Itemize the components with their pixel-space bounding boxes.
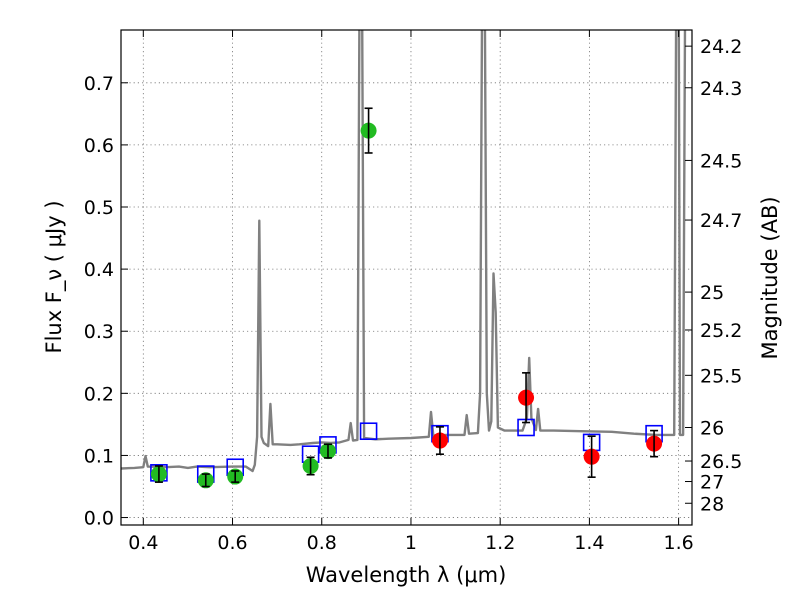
x-tick-label: 0.6	[217, 532, 247, 554]
x-axis-label: Wavelength λ (μm)	[306, 563, 507, 587]
y-tick-label: 0.4	[84, 259, 114, 281]
right-tick-label: 25.5	[700, 365, 742, 387]
x-tick-label: 1	[405, 532, 417, 554]
spectrum-layer	[121, 30, 687, 473]
right-tick-label: 27	[700, 472, 724, 494]
spectrum-line	[121, 30, 687, 473]
x-tick-label: 0.8	[307, 532, 337, 554]
right-tick-label: 26.5	[700, 451, 742, 473]
x-tick-label: 1.2	[485, 532, 515, 554]
right-axis-label-text: Magnitude (AB)	[758, 196, 782, 359]
right-tick-label: 24.3	[700, 78, 742, 100]
y-tick-label: 0.7	[84, 73, 114, 95]
y-tick-label: 0.3	[84, 321, 114, 343]
axis-ticks: 0.4 0.6 0.8 1 1.2 1.4 1.6 0.0 0.1 0.2 0.3 0.4 0.5 0.6…	[84, 30, 742, 554]
x-tick-label: 1.6	[664, 532, 694, 554]
y-tick-label: 0.1	[84, 445, 114, 467]
y-axis-label-text: Flux F_ν ( μJy )	[42, 200, 67, 353]
right-tick-label: 26	[700, 417, 724, 439]
right-tick-label: 28	[700, 493, 724, 515]
right-tick-label: 24.7	[700, 210, 742, 232]
right-tick-label: 25.2	[700, 320, 742, 342]
observed-points-layer	[150, 122, 663, 489]
y-tick-label: 0.2	[84, 383, 114, 405]
y-tick-label: 0.0	[84, 508, 114, 530]
x-tick-label: 1.4	[574, 532, 604, 554]
right-tick-label: 24.2	[700, 36, 742, 58]
model-photometry-square	[359, 422, 378, 441]
y-axis-label: Flux F_ν ( μJy )	[42, 200, 67, 353]
x-tick-label: 0.4	[128, 532, 158, 554]
plot-frame	[120, 29, 693, 526]
y-tick-label: 0.5	[84, 197, 114, 219]
right-tick-label: 24.5	[700, 150, 742, 172]
right-tick-label: 25	[700, 282, 724, 304]
y-tick-label: 0.6	[84, 135, 114, 157]
right-axis-label: Magnitude (AB)	[758, 196, 782, 359]
x-axis-label-text: Wavelength λ (μm)	[306, 563, 507, 587]
error-bar-layer	[154, 107, 659, 488]
